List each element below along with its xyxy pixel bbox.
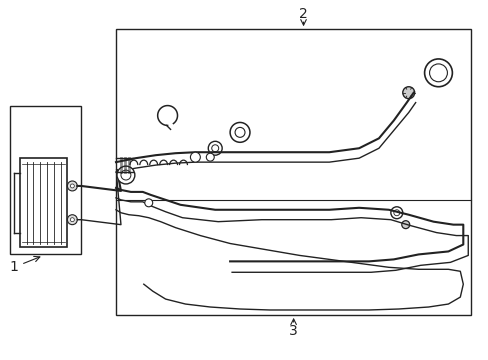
Circle shape (70, 184, 74, 188)
Text: 2: 2 (299, 7, 307, 21)
Circle shape (67, 181, 77, 191)
Circle shape (390, 207, 402, 219)
Circle shape (401, 221, 409, 229)
Circle shape (70, 218, 74, 222)
Text: 1: 1 (9, 256, 40, 274)
Circle shape (144, 199, 152, 207)
Circle shape (206, 153, 214, 161)
Bar (10, 105, 81, 255)
Circle shape (230, 122, 249, 142)
Circle shape (235, 127, 244, 137)
Circle shape (428, 64, 447, 82)
Circle shape (402, 87, 414, 99)
Bar (116, 29, 470, 315)
Circle shape (211, 145, 218, 152)
Circle shape (393, 210, 399, 216)
Circle shape (190, 152, 200, 162)
Bar (20, 158, 67, 247)
Text: 3: 3 (288, 324, 297, 338)
Circle shape (117, 166, 135, 184)
Circle shape (208, 141, 222, 155)
Circle shape (121, 170, 131, 180)
Circle shape (424, 59, 451, 87)
Circle shape (67, 215, 77, 225)
